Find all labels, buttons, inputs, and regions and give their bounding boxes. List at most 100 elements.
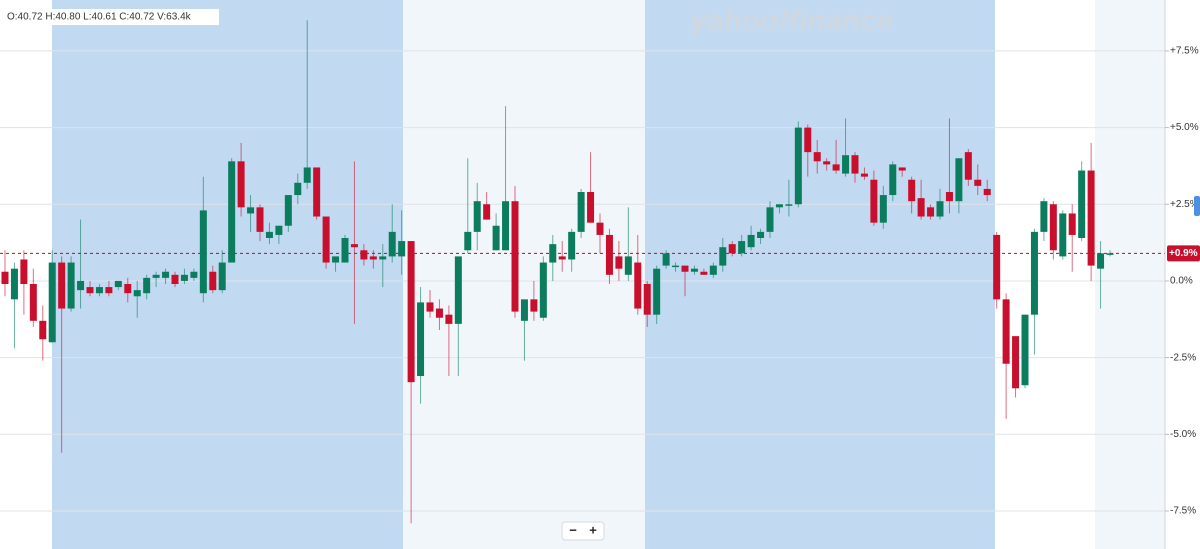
y-tick-label: +2.5% (1170, 199, 1199, 210)
candle-body (1087, 170, 1095, 266)
candle-body (917, 198, 925, 217)
session-band (645, 0, 995, 549)
zoom-control (561, 521, 605, 541)
candle-body (1078, 170, 1086, 239)
candle-body (794, 127, 802, 205)
session-band (52, 0, 403, 549)
y-tick-label: -2.5% (1170, 352, 1196, 363)
y-tick-label: -5.0% (1170, 429, 1196, 440)
candle-body (473, 201, 481, 232)
candle-body (133, 290, 141, 297)
candle-body (983, 188, 991, 196)
candle-body (615, 256, 623, 269)
candle-body (388, 231, 396, 257)
candle-body (624, 256, 632, 275)
candle-body (1012, 336, 1020, 389)
ohlc-readout: O:40.72 H:40.80 L:40.61 C:40.72 V:63.4k (7, 12, 192, 23)
side-tab[interactable] (1194, 196, 1200, 216)
zoom-out[interactable]: − (569, 522, 577, 537)
candle-body (927, 207, 935, 217)
candle-body (58, 262, 66, 309)
candle-body (247, 207, 255, 214)
candle-body (152, 274, 160, 278)
candle-body (558, 256, 566, 260)
candle-body (426, 302, 434, 312)
candle-body (464, 231, 472, 251)
candle-body (709, 265, 717, 275)
candle-body (483, 204, 491, 220)
candle-body (284, 195, 292, 226)
candle-body (993, 234, 1001, 300)
candle-body (851, 155, 859, 174)
candle-body (256, 207, 264, 232)
candle-body (350, 244, 358, 248)
candle-body (879, 195, 887, 223)
candle-body (898, 167, 906, 171)
candle-body (700, 271, 708, 275)
ohlc-box (3, 9, 219, 25)
candle-body (813, 152, 821, 162)
candle-body (719, 247, 727, 266)
candle-body (313, 167, 321, 217)
candle-body (842, 155, 850, 174)
candle-body (332, 256, 340, 263)
candle-body (804, 127, 812, 153)
candle-body (48, 262, 56, 343)
candle-body (889, 164, 897, 196)
candle-body (662, 253, 670, 266)
candle-body (587, 191, 595, 223)
candle-body (180, 274, 188, 281)
candle-body (832, 164, 840, 171)
candle-body (785, 204, 793, 206)
candle-body (1030, 231, 1038, 315)
candle-body (199, 210, 207, 294)
candle-body (294, 182, 302, 196)
candle-body (908, 179, 916, 202)
candle-body (1049, 204, 1057, 251)
candle-body (672, 265, 680, 268)
candle-body (605, 234, 613, 275)
candle-body (747, 234, 755, 248)
candle-body (237, 161, 245, 208)
candle-body (860, 173, 868, 177)
candle-body (95, 287, 103, 294)
candle-body (945, 191, 953, 202)
candle-body (20, 259, 28, 285)
candle-body (511, 201, 519, 312)
candle-body (539, 262, 547, 318)
candle-body (303, 167, 311, 183)
candle-body (549, 244, 557, 263)
session-band (403, 0, 645, 549)
candle-body (766, 207, 774, 232)
candle-body (681, 265, 689, 272)
y-tick-label: -7.5% (1170, 506, 1196, 517)
candle-body (1097, 253, 1105, 269)
candle-body (1002, 299, 1010, 364)
candle-body (218, 262, 226, 291)
candle-body (936, 201, 944, 217)
candle-body (417, 302, 425, 377)
candle-body (341, 238, 349, 263)
candle-body (634, 262, 642, 309)
candle-body (454, 256, 462, 324)
candle-body (228, 161, 236, 263)
candle-body (1106, 253, 1114, 255)
session-band (1095, 0, 1165, 549)
candle-body (265, 231, 273, 239)
candle-body (690, 268, 698, 272)
candle-body (577, 191, 585, 232)
zoom-in[interactable]: + (589, 522, 597, 537)
candle-body (39, 320, 47, 340)
candle-body (190, 271, 198, 278)
candle-body (124, 284, 132, 294)
candle-body (10, 268, 18, 300)
candle-body (738, 241, 746, 254)
candle-body (360, 250, 368, 260)
candle-body (379, 256, 387, 260)
candle-body (974, 179, 982, 186)
candle-body (322, 216, 330, 263)
candle-body (29, 284, 37, 321)
candle-body (596, 222, 604, 235)
